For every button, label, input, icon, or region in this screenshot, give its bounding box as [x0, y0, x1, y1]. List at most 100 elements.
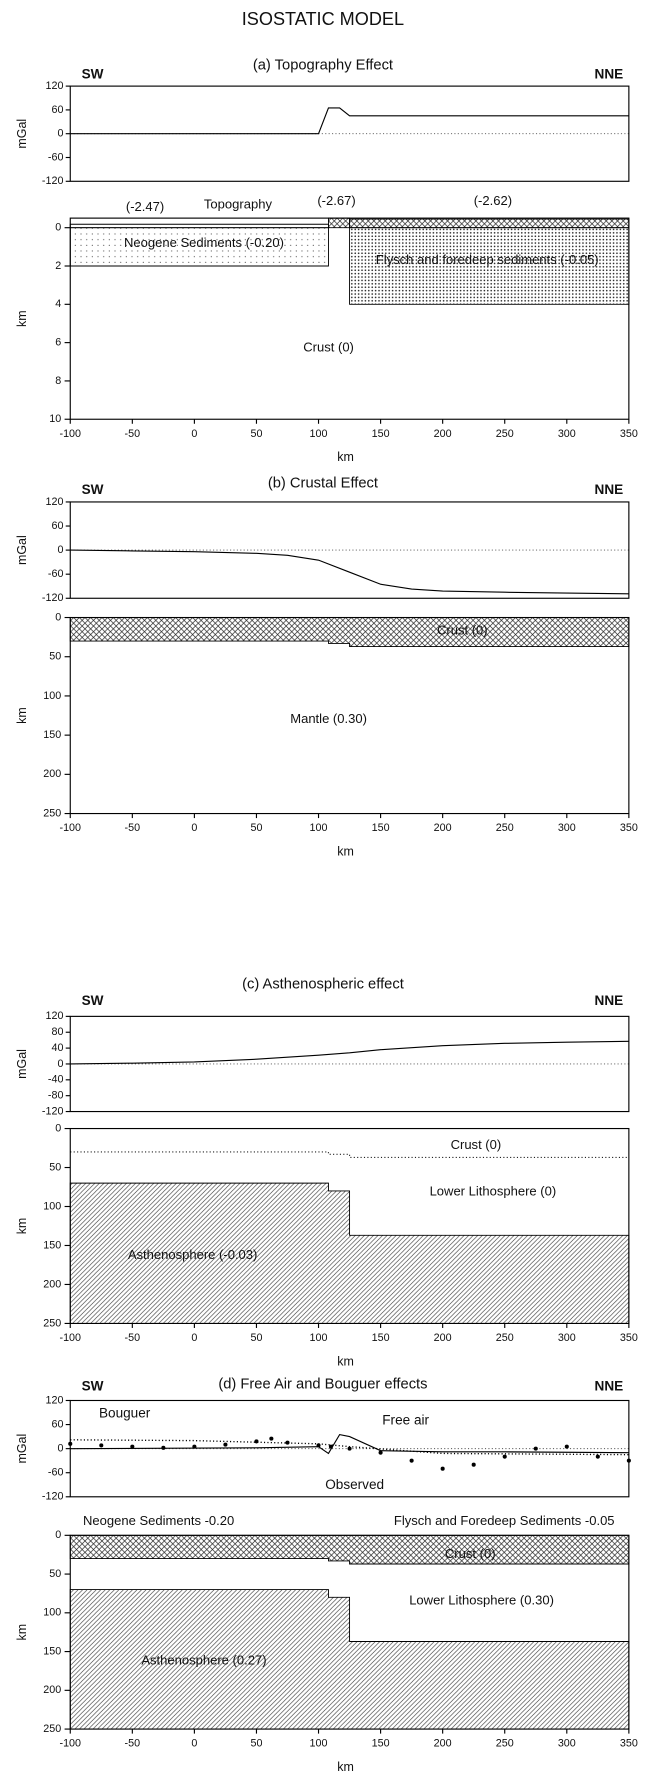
side-label: NNE [595, 66, 624, 81]
y-axis-label: mGal [15, 1434, 29, 1464]
data-point [595, 1454, 600, 1459]
x-axis-label: km [337, 1354, 354, 1368]
y-axis-label: km [15, 1218, 29, 1235]
y-tick-label: 150 [43, 1239, 61, 1251]
layer-label: (-2.62) [474, 193, 512, 208]
side-label: SW [82, 993, 104, 1008]
data-point [533, 1446, 538, 1451]
x-tick-label: -50 [125, 822, 141, 834]
layer-label: Flysch and foredeep sediments (-0.05) [376, 252, 599, 267]
layer [69, 617, 630, 647]
x-tick-label: -100 [59, 822, 81, 834]
layer [69, 223, 329, 229]
x-tick-label: 100 [310, 428, 328, 440]
layer-label: Topography [204, 197, 273, 212]
layer-label: Mantle (0.30) [290, 711, 367, 726]
y-tick-label: 120 [46, 1394, 64, 1406]
x-tick-label: 50 [250, 428, 262, 440]
layer-boundary [70, 1151, 629, 1158]
x-tick-label: 300 [558, 1738, 576, 1750]
x-tick-label: 250 [496, 1332, 514, 1344]
layer-label: Neogene Sediments -0.20 [83, 1513, 234, 1528]
series-label: Bouguer [99, 1406, 151, 1421]
side-label: SW [82, 482, 104, 497]
y-tick-label: 200 [43, 1278, 61, 1290]
plot-frame [69, 85, 630, 182]
figure-title: ISOSTATIC MODEL [242, 9, 404, 29]
x-axis-label: km [337, 1760, 354, 1771]
x-tick-label: -50 [125, 428, 141, 440]
y-tick-label: 120 [46, 1010, 64, 1022]
layer-label: (-2.67) [317, 193, 355, 208]
data-point [328, 1444, 333, 1449]
x-tick-label: 150 [372, 822, 390, 834]
y-axis-label: km [15, 707, 29, 724]
y-tick-label: -60 [48, 568, 64, 580]
y-axis-label: mGal [15, 119, 29, 149]
y-tick-label: 60 [51, 1418, 63, 1430]
x-tick-label: 0 [191, 1332, 197, 1344]
layer-label: Crust (0) [437, 623, 488, 638]
x-tick-label: 100 [310, 1332, 328, 1344]
x-tick-label: -100 [59, 1738, 81, 1750]
layer-label: Flysch and Foredeep Sediments -0.05 [394, 1513, 615, 1528]
x-tick-label: 150 [372, 1738, 390, 1750]
y-tick-label: -120 [42, 1491, 64, 1503]
y-tick-label: 80 [51, 1026, 63, 1038]
data-point [285, 1440, 290, 1445]
y-tick-label: 0 [55, 222, 61, 234]
y-tick-label: 120 [46, 496, 64, 508]
y-tick-label: 2 [55, 260, 61, 272]
x-tick-label: 350 [620, 1332, 638, 1344]
y-tick-label: -60 [48, 151, 64, 163]
layer [349, 218, 630, 229]
y-tick-label: 250 [43, 1723, 61, 1735]
x-tick-label: -50 [125, 1332, 141, 1344]
series-line [70, 107, 629, 135]
x-tick-label: 150 [372, 428, 390, 440]
x-tick-label: -100 [59, 1332, 81, 1344]
layer-label: Lower Lithosphere (0) [430, 1183, 557, 1198]
side-label: NNE [595, 482, 624, 497]
y-tick-label: 0 [57, 128, 63, 140]
panel-title: (c) Asthenospheric effect [242, 977, 404, 993]
x-tick-label: 300 [558, 822, 576, 834]
data-point [409, 1458, 414, 1463]
y-tick-label: 0 [55, 1529, 61, 1541]
x-axis-label: km [337, 450, 354, 464]
x-tick-label: -50 [125, 1738, 141, 1750]
data-point [378, 1450, 383, 1455]
data-point [316, 1443, 321, 1448]
layer-label: Crust (0) [451, 1137, 502, 1152]
data-point [564, 1444, 569, 1449]
y-tick-label: 250 [43, 807, 61, 819]
y-axis-label: km [15, 310, 29, 327]
y-tick-label: 0 [57, 1058, 63, 1070]
data-point [161, 1445, 166, 1450]
x-tick-label: -100 [59, 428, 81, 440]
y-tick-label: 50 [49, 651, 61, 663]
y-tick-label: 150 [43, 1645, 61, 1657]
x-tick-label: 100 [310, 822, 328, 834]
data-point [269, 1436, 274, 1441]
y-tick-label: 60 [51, 520, 63, 532]
data-point [130, 1444, 135, 1449]
y-tick-label: 60 [51, 104, 63, 116]
plot-frame [69, 217, 630, 420]
data-point [347, 1446, 352, 1451]
y-tick-label: -80 [48, 1090, 64, 1102]
side-label: NNE [595, 1378, 624, 1393]
x-tick-label: 200 [434, 822, 452, 834]
plot-frame [69, 616, 630, 815]
series-label: Free air [382, 1412, 429, 1427]
layer-label: Asthenosphere (-0.03) [128, 1247, 258, 1262]
series-line [70, 1040, 629, 1065]
series-line [70, 1433, 629, 1455]
y-axis-label: mGal [15, 1049, 29, 1079]
data-point [502, 1454, 507, 1459]
x-tick-label: 150 [372, 1332, 390, 1344]
layer [328, 217, 351, 229]
y-tick-label: 0 [57, 544, 63, 556]
data-point [192, 1444, 197, 1449]
